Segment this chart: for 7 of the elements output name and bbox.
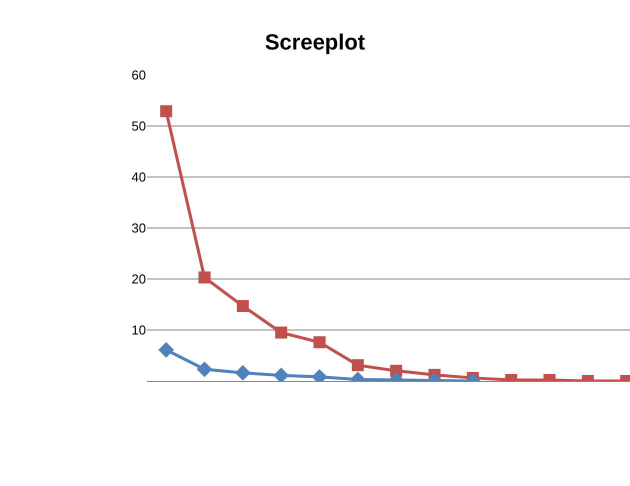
y-tick-label: 50 — [132, 118, 146, 134]
y-tick-label: 30 — [132, 220, 146, 236]
y-tick-label: 10 — [132, 322, 146, 338]
chart-title: Screeplot — [264, 29, 366, 54]
y-tick-label: 60 — [132, 68, 146, 83]
y-tick-label: 40 — [132, 170, 146, 185]
y-tick-label: 20 — [132, 272, 146, 287]
